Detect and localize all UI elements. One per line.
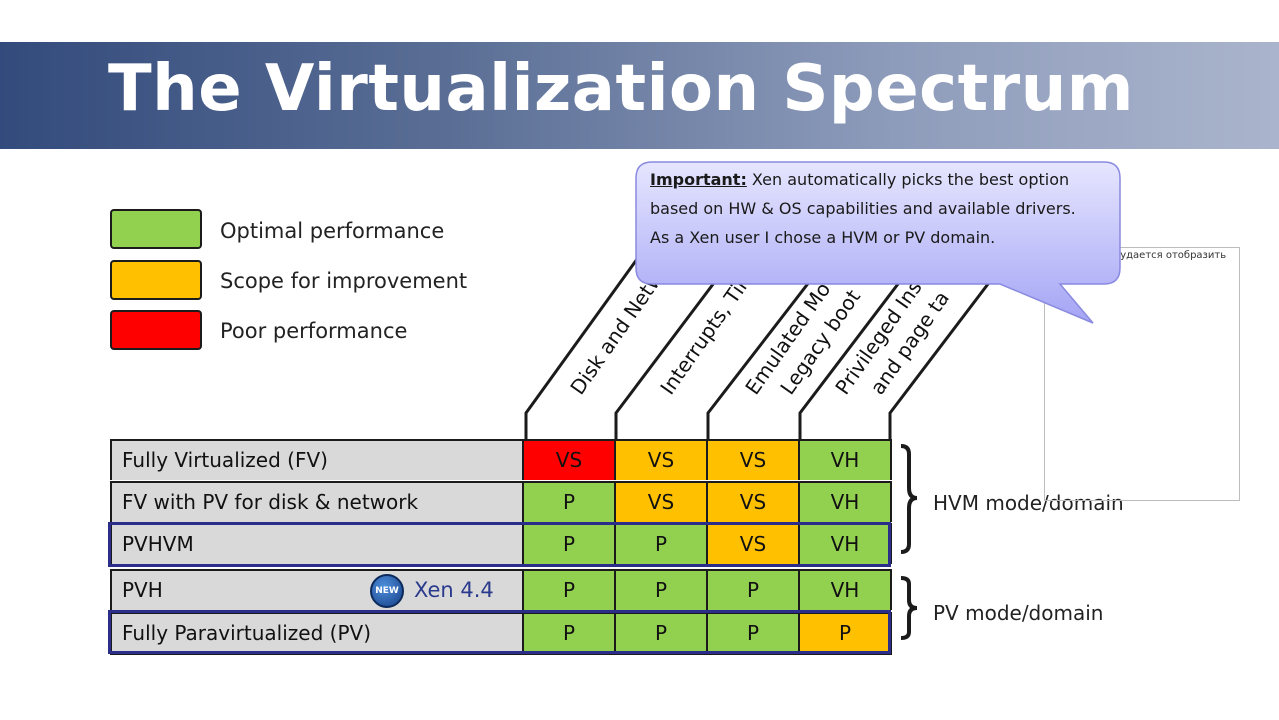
table-cell: P: [708, 571, 800, 610]
table-row: Fully Paravirtualized (PV) P P P P: [110, 612, 892, 655]
table-cell: P: [524, 571, 616, 610]
broken-image-placeholder: Сейчас не удается отобразить рисунок.: [1044, 247, 1240, 501]
row-label: PVH: [110, 571, 524, 610]
legend-swatch-poor: [110, 310, 202, 350]
legend-label-improvement: Scope for improvement: [220, 269, 468, 293]
legend-label-optimal: Optimal performance: [220, 219, 445, 243]
group-braces: [900, 444, 918, 640]
table-cell: VS: [616, 441, 708, 480]
callout-text: Important: Xen automatically picks the b…: [650, 165, 1110, 252]
table-cell: VS: [708, 525, 800, 564]
table-cell: VS: [524, 441, 616, 480]
table-cell: P: [524, 525, 616, 564]
table-cell: VS: [708, 441, 800, 480]
pv-group-label: PV mode/domain: [933, 601, 1104, 625]
column-header-line: [524, 254, 642, 439]
table-cell: VS: [708, 483, 800, 522]
row-label: Fully Virtualized (FV): [110, 441, 524, 480]
slide-title: The Virtualization Spectrum: [108, 52, 1134, 126]
xen-version-label: Xen 4.4: [414, 578, 494, 602]
broken-image-text: Сейчас не удается отобразить рисунок.: [1064, 250, 1227, 273]
row-label: Fully Paravirtualized (PV): [110, 614, 524, 652]
table-row: PVHVM P P VS VH: [110, 523, 892, 564]
table-cell: P: [616, 571, 708, 610]
table-cell: VH: [800, 441, 892, 480]
table-row: PVH NEW Xen 4.4 P P P VH: [110, 569, 892, 610]
table-row: Fully Virtualized (FV) VS VS VS VH: [110, 439, 892, 480]
callout-line-1: Xen automatically picks the best option …: [650, 170, 1076, 218]
legend-swatch-optimal: [110, 209, 202, 249]
hvm-group-label: HVM mode/domain: [933, 491, 1124, 515]
table-cell: P: [800, 614, 892, 652]
row-label: FV with PV for disk & network: [110, 483, 524, 522]
table-cell: VH: [800, 483, 892, 522]
table-cell: P: [524, 483, 616, 522]
virtualization-table: Fully Virtualized (FV) VS VS VS VH FV wi…: [108, 439, 892, 655]
callout-prefix: Important:: [650, 170, 747, 189]
broken-image-icon: [1049, 252, 1058, 261]
table-cell: P: [616, 614, 708, 652]
table-cell: VH: [800, 525, 892, 564]
table-cell: P: [616, 525, 708, 564]
title-bar: [0, 42, 1279, 149]
table-cell: VH: [800, 571, 892, 610]
table-cell: VS: [616, 483, 708, 522]
pv-brace: [900, 576, 918, 640]
hvm-brace: [900, 444, 918, 554]
legend-swatch-improvement: [110, 260, 202, 300]
row-label: PVHVM: [110, 525, 524, 564]
table-row: FV with PV for disk & network P VS VS VH: [110, 481, 892, 522]
legend-label-poor: Poor performance: [220, 319, 408, 343]
column-header-line: [614, 254, 737, 439]
new-badge-icon: NEW: [370, 574, 404, 608]
table-cell: P: [524, 614, 616, 652]
column-header-disk-network: Disk and Netw: [565, 266, 669, 399]
callout-line-2: As a Xen user I chose a HVM or PV domain…: [650, 228, 996, 247]
table-cell: P: [708, 614, 800, 652]
